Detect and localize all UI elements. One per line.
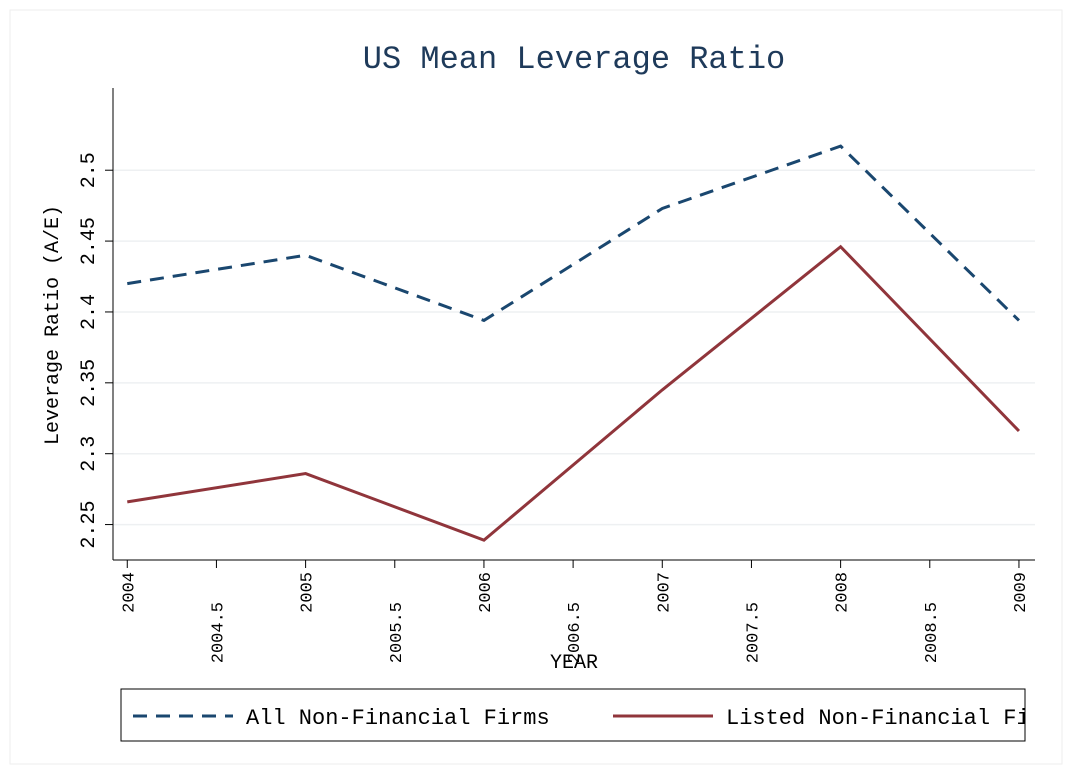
y-tick-label: 2.4 — [78, 294, 101, 330]
x-tick-label: 2009 — [1012, 572, 1031, 613]
x-axis-label: YEAR — [550, 652, 598, 675]
x-tick-label: 2005.5 — [388, 602, 407, 663]
y-tick-label: 2.45 — [78, 217, 101, 265]
y-axis-label: Leverage Ratio (A/E) — [42, 205, 65, 445]
legend — [120, 688, 1026, 742]
x-tick-label: 2006 — [477, 572, 496, 613]
legend-items: All Non-Financial Firms Listed Non-Financ… — [133, 706, 1043, 731]
x-tick-label: 2005 — [299, 572, 318, 613]
x-tick-label: 2006.5 — [566, 602, 585, 663]
frame — [9, 9, 1063, 765]
series-line — [127, 244, 1021, 542]
y-tick-label: 2.35 — [78, 359, 101, 407]
x-tick-label: 2008.5 — [923, 602, 942, 663]
series-line — [127, 144, 1020, 323]
x-tick-label: 2004 — [120, 572, 139, 613]
y-tick-label: 2.25 — [78, 501, 101, 549]
x-tick-label: 2007 — [655, 572, 674, 613]
x-tick-label: 2007.5 — [744, 602, 763, 663]
x-tick-label: 2004.5 — [209, 602, 228, 663]
legend-label: Listed Non-Financial Fir — [726, 706, 1043, 731]
y-tick-label: 2.3 — [78, 436, 101, 472]
y-tick-label: 2.5 — [78, 152, 101, 188]
legend-label: All Non-Financial Firms — [246, 706, 550, 731]
chart-title: US Mean Leverage Ratio — [363, 41, 785, 78]
x-tick-label: 2008 — [834, 572, 853, 613]
